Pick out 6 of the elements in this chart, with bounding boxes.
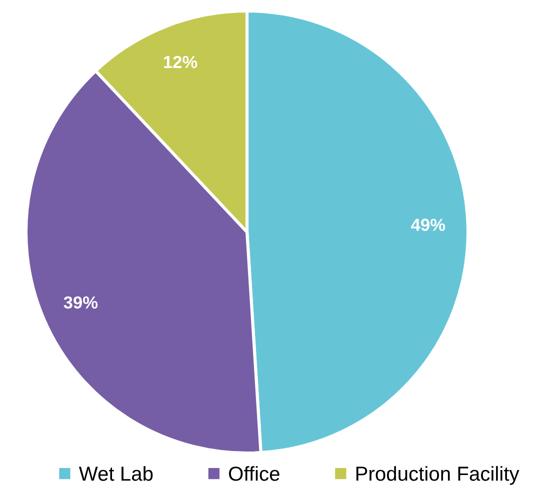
legend-label: Office bbox=[228, 466, 280, 481]
data-label: 49% bbox=[411, 218, 446, 231]
data-label: 39% bbox=[64, 296, 98, 309]
data-label: 12% bbox=[164, 56, 198, 68]
legend-label: Production Facility bbox=[356, 466, 520, 485]
legend-label: Wet Lab bbox=[78, 466, 153, 481]
